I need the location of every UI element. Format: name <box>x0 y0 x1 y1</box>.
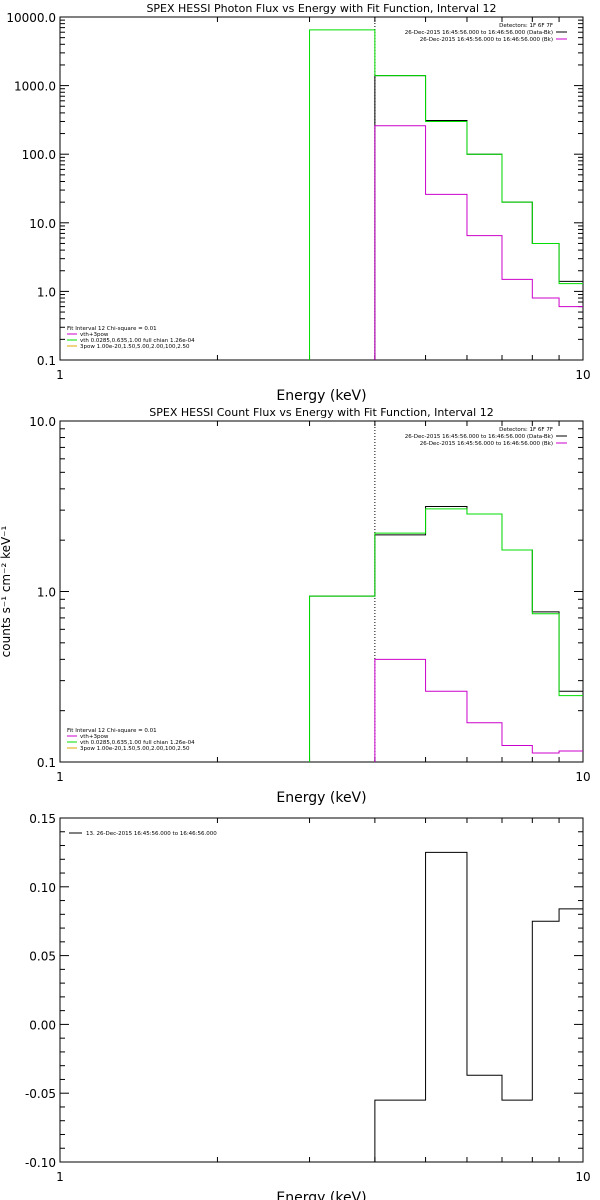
panel2-xtick-label: 10 <box>575 770 590 784</box>
panel2-legend-text: vth 0.0285,0.635,1.00 full chian 1.26e-0… <box>80 740 195 746</box>
panel3-ytick-label: 0.00 <box>29 1018 56 1032</box>
panel1-series-0 <box>374 75 583 360</box>
panel3-xtick-label: 1 <box>56 1170 64 1184</box>
panel1-xtick-label: 10 <box>575 368 590 382</box>
panel2-annotation: Detectors: 1F 6F 7F <box>499 427 553 433</box>
panel1-series-2 <box>309 29 583 360</box>
panel3-frame <box>59 817 584 1163</box>
panel1-legend-text: 3pow 1.00e-20,1.50,5.00,2.00,100,2.50 <box>80 344 190 350</box>
panel2-ytick-label: 0.1 <box>37 756 56 770</box>
panel2-ytick-label: 1.0 <box>37 586 56 600</box>
panel1-ytick-label: 1000.0 <box>14 80 56 94</box>
panel3-series-0 <box>374 851 583 1162</box>
panel3-legend-text: 13. 26-Dec-2015 16:45:56.000 to 16:46:56… <box>86 831 217 837</box>
panel1-xtick-label: 1 <box>56 368 64 382</box>
panel1-ytick-label: 0.1 <box>37 354 56 368</box>
panel3-xlabel: Energy (keV) <box>276 1190 366 1200</box>
panel2-frame <box>59 420 584 763</box>
panel1-ytick-label: 10.0 <box>29 217 56 231</box>
panel3-ytick-label: 0.10 <box>29 881 56 895</box>
panel1-annotation: Detectors: 1F 6F 7F <box>499 23 553 29</box>
panel1-legend-text: vth 0.0285,0.635,1.00 full chian 1.26e-0… <box>80 338 195 344</box>
panel2-title: SPEX HESSI Count Flux vs Energy with Fit… <box>149 406 493 419</box>
panel1-ytick-label: 10000.0 <box>6 11 56 25</box>
panel3-ytick-label: 0.15 <box>29 812 56 826</box>
panel2-xtick-label: 1 <box>56 770 64 784</box>
panel2-series-0 <box>309 506 583 762</box>
panel1-series-1 <box>374 125 583 360</box>
panel1-ytick-label: 1.0 <box>37 285 56 299</box>
panel2-series-2 <box>309 508 583 762</box>
panel3-ytick-label: 0.05 <box>29 950 56 964</box>
panel2-xlabel: Energy (keV) <box>276 790 366 806</box>
panel2-legend-text: 3pow 1.00e-20,1.50,5.00,2.00,100,2.50 <box>80 746 190 752</box>
panel1-annotation: 26-Dec-2015 16:45:56.000 to 16:46:56.000… <box>420 37 553 43</box>
panel2-series-1 <box>374 658 583 762</box>
panel1-title: SPEX HESSI Photon Flux vs Energy with Fi… <box>146 2 496 15</box>
panel3-ytick-label: -0.05 <box>25 1087 56 1101</box>
panel2-annotation: 26-Dec-2015 16:45:56.000 to 16:46:56.000… <box>420 441 553 447</box>
panel3-xtick-label: 10 <box>575 1170 590 1184</box>
panel1-legend-text: Fit Interval 12 Chi-square = 0.01 <box>67 326 157 332</box>
panel1-frame <box>59 16 584 361</box>
panel1-annotation: 26-Dec-2015 16:45:56.000 to 16:46:56.000… <box>405 30 553 36</box>
panel1-ytick-label: 100.0 <box>22 148 56 162</box>
panel1-xlabel: Energy (keV) <box>276 388 366 404</box>
panel3-ytick-label: -0.10 <box>25 1156 56 1170</box>
panel2-ylabel: counts s⁻¹ cm⁻² keV⁻¹ <box>0 525 13 657</box>
panel1-legend-text: vth+3pow <box>80 332 109 338</box>
panel2-legend-text: Fit Interval 12 Chi-square = 0.01 <box>67 728 157 734</box>
panel2-annotation: 26-Dec-2015 16:45:56.000 to 16:46:56.000… <box>405 434 553 440</box>
panel2-ytick-label: 10.0 <box>29 415 56 429</box>
panel2-legend-text: vth+3pow <box>80 734 109 740</box>
